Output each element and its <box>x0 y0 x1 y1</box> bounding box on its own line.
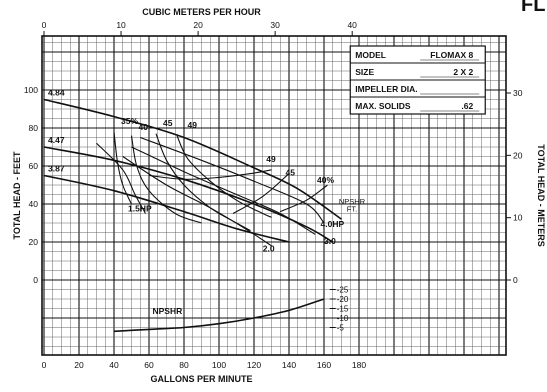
x-tick-label: 160 <box>317 360 331 370</box>
efficiency-label: 40% <box>317 175 334 185</box>
npsh-curve-label: NPSHR <box>153 306 183 316</box>
plot-frame <box>41 35 507 356</box>
spec-label: SIZE <box>355 67 374 77</box>
y2-tick-label: 30 <box>513 88 523 98</box>
x-tick-label: 60 <box>144 360 154 370</box>
npsh-tick-label: -10 <box>337 314 349 323</box>
x-tick-label: 100 <box>212 360 226 370</box>
power-label: 2.0 <box>263 244 275 254</box>
y-tick-label: 20 <box>29 237 39 247</box>
x-tick-label: 120 <box>247 360 261 370</box>
spec-value: FLOMAX 8 <box>430 50 473 60</box>
y-tick-label: 40 <box>29 199 39 209</box>
efficiency-label: 49 <box>188 120 198 130</box>
efficiency-curve <box>232 173 290 214</box>
efficiency-curve <box>113 131 132 205</box>
efficiency-curve <box>176 135 272 218</box>
x-tick-label: 20 <box>74 360 84 370</box>
head-curve-4.84 <box>43 98 342 220</box>
head-curve-label: 4.47 <box>48 135 65 145</box>
power-curve <box>96 142 146 214</box>
y2-tick-label: 20 <box>513 150 523 160</box>
x2-tick-label: 30 <box>270 20 280 30</box>
spec-value: .62 <box>461 101 473 111</box>
efficiency-label: 45 <box>286 168 296 178</box>
y-tick-label: 60 <box>29 161 39 171</box>
efficiency-label: 40 <box>139 122 149 132</box>
spec-table: MODEL FLOMAX 8 SIZE 2 X 2 IMPELLER DIA. MAX. … <box>349 45 486 115</box>
efficiency-curve <box>280 184 328 213</box>
y-axis-label: TOTAL HEAD - FEET <box>12 151 22 240</box>
npsh-tick-label: -20 <box>337 295 349 304</box>
y2-tick-label: 10 <box>513 213 523 223</box>
efficiency-label: 49 <box>266 154 276 164</box>
x-tick-label: 80 <box>179 360 189 370</box>
x2-axis-label: CUBIC METERS PER HOUR <box>142 7 261 17</box>
x-axis-label: GALLONS PER MINUTE <box>150 374 252 384</box>
x2-tick-label: 0 <box>42 20 47 30</box>
power-label: 1.5HP <box>128 204 152 214</box>
head-curve-label: 4.84 <box>48 88 65 98</box>
x-tick-label: 140 <box>282 360 296 370</box>
head-curve-label: 3.87 <box>48 164 65 174</box>
efficiency-label: 45 <box>163 118 173 128</box>
npsh-curve <box>113 298 325 333</box>
efficiency-label: 35% <box>121 116 138 126</box>
y-tick-label: 0 <box>33 275 38 285</box>
npsh-tick-label: -15 <box>337 305 349 314</box>
power-curve <box>131 146 316 235</box>
power-label: 4.0HP <box>321 219 345 229</box>
spec-table-row: MAX. SOLIDS .62 <box>355 101 473 111</box>
y-tick-label: 100 <box>24 85 38 95</box>
head-curve-4.47 <box>43 146 334 243</box>
curves <box>43 98 342 333</box>
y2-axis-label: TOTAL HEAD - METERS <box>536 144 546 247</box>
efficiency-curve <box>148 169 272 180</box>
x-tick-label: 0 <box>42 360 47 370</box>
npsh-tick-label: -5 <box>337 324 345 333</box>
spec-label: MODEL <box>355 50 386 60</box>
spec-label: MAX. SOLIDS <box>355 101 411 111</box>
power-curve <box>140 136 325 224</box>
power-label: 3.0 <box>324 236 336 246</box>
spec-value: 2 X 2 <box>453 67 473 77</box>
page-title-fragment: FL <box>521 0 546 16</box>
spec-table-row: MODEL FLOMAX 8 <box>355 50 473 60</box>
spec-label: IMPELLER DIA. <box>355 84 417 94</box>
npsh-axis-label: NPSHR <box>339 197 366 206</box>
x-tick-label: 40 <box>109 360 119 370</box>
npsh-axis-unit: FT. <box>347 205 357 214</box>
spec-table-row: SIZE 2 X 2 <box>355 67 473 77</box>
power-curve <box>122 156 272 247</box>
spec-table-row: IMPELLER DIA. <box>355 84 417 94</box>
efficiency-curve <box>130 135 202 224</box>
y-tick-label: 80 <box>29 123 39 133</box>
npsh-tick-label: -25 <box>337 286 349 295</box>
x2-tick-label: 10 <box>116 20 126 30</box>
x2-tick-label: 40 <box>347 20 357 30</box>
y2-tick-label: 0 <box>513 275 518 285</box>
x2-tick-label: 20 <box>193 20 203 30</box>
x-tick-label: 180 <box>352 360 366 370</box>
